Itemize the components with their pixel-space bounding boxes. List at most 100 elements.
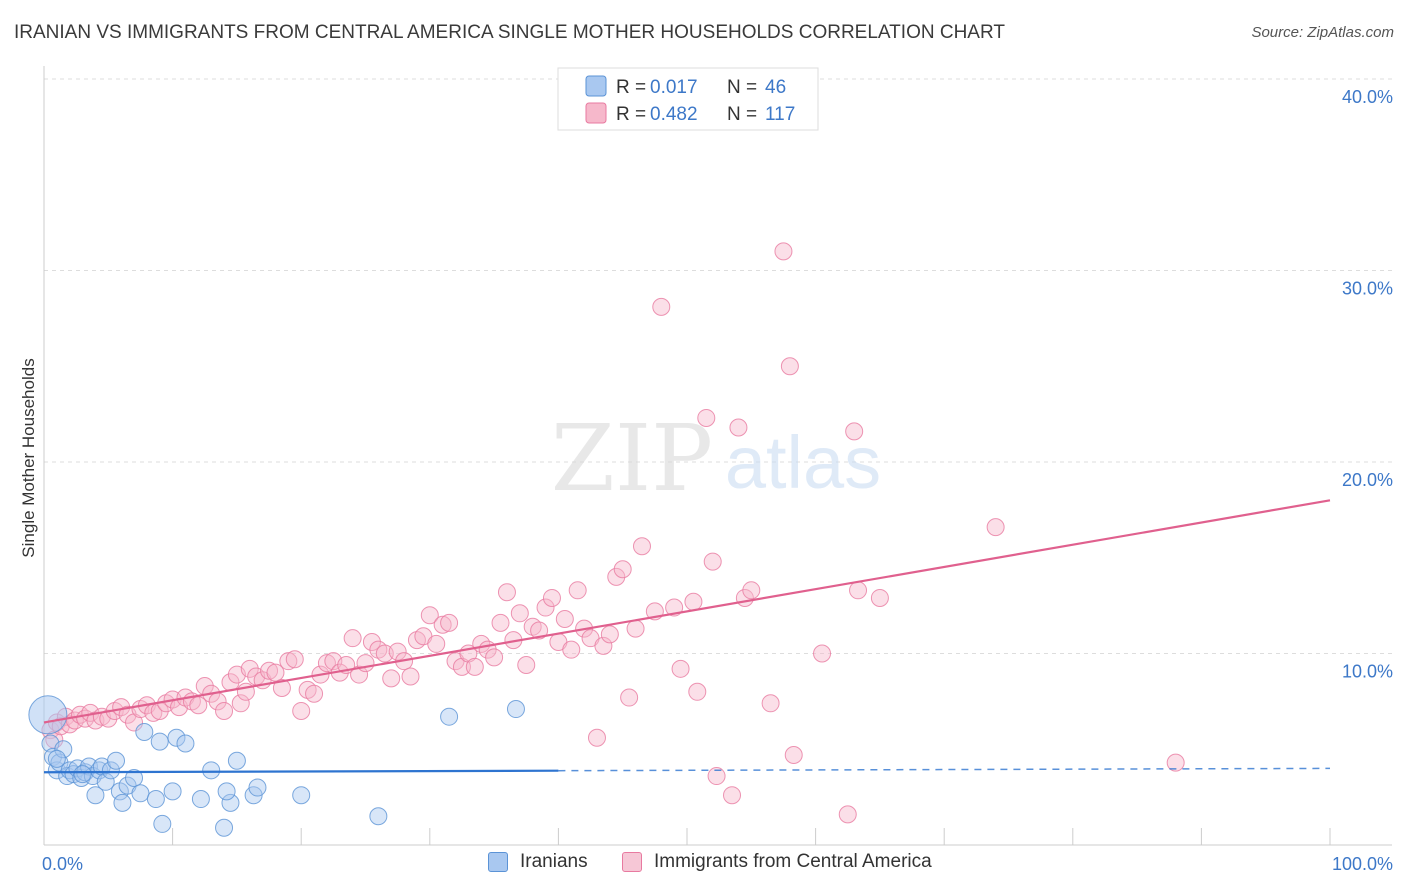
stats-r-label: R = bbox=[616, 104, 646, 125]
iranians-point bbox=[506, 700, 525, 719]
central-america-point bbox=[607, 567, 626, 586]
central-america-point bbox=[433, 615, 452, 634]
watermark-atlas: atlas bbox=[725, 421, 881, 504]
central-america-point bbox=[986, 518, 1005, 537]
iranians-point bbox=[131, 784, 150, 803]
central-america-point bbox=[613, 560, 632, 579]
iranians-point bbox=[217, 782, 236, 801]
y-tick-label: 20.0% bbox=[1342, 470, 1393, 490]
iranians-point bbox=[135, 723, 154, 742]
central-america-point bbox=[784, 745, 803, 764]
y-tick-label: 40.0% bbox=[1342, 87, 1393, 107]
watermark: ZIP atlas bbox=[551, 405, 881, 512]
central-america-point bbox=[517, 655, 536, 674]
iranians-point bbox=[86, 786, 105, 805]
central-america-point bbox=[742, 581, 761, 600]
central-america-point bbox=[620, 688, 639, 707]
grid-lines bbox=[44, 78, 1392, 654]
y-axis-labels: 10.0% 20.0% 30.0% 40.0% bbox=[1342, 87, 1393, 682]
central-america-point bbox=[343, 629, 362, 648]
central-america-point bbox=[774, 242, 793, 261]
y-axis-title: Single Mother Households bbox=[19, 358, 38, 557]
central-america-point bbox=[697, 408, 716, 427]
central-america-point bbox=[1166, 753, 1185, 772]
iranians-point bbox=[215, 818, 234, 837]
central-america-point bbox=[99, 709, 118, 728]
stats-r-value: 0.482 bbox=[650, 104, 698, 125]
iranians-point bbox=[191, 790, 210, 809]
iranians-point bbox=[227, 751, 246, 770]
iranians-point bbox=[202, 761, 221, 780]
x-axis-labels: 0.0% 100.0% bbox=[42, 854, 1393, 874]
central-america-point bbox=[632, 537, 651, 556]
central-america-point bbox=[530, 621, 549, 640]
iranians-point bbox=[167, 728, 186, 747]
stats-r-value: 0.017 bbox=[650, 77, 698, 98]
central-america-point bbox=[568, 581, 587, 600]
central-america-point bbox=[427, 634, 446, 653]
central-america-point bbox=[870, 588, 889, 607]
central-america-point bbox=[382, 669, 401, 688]
central-america-point bbox=[684, 592, 703, 611]
central-america-point bbox=[305, 684, 324, 703]
central-america-point bbox=[401, 667, 420, 686]
iranians-point bbox=[248, 778, 267, 797]
iranians-point bbox=[146, 790, 165, 809]
central-america-point bbox=[542, 588, 561, 607]
central-america-point bbox=[729, 418, 748, 437]
central-america-point bbox=[497, 583, 516, 602]
iranians-trend-line bbox=[43, 769, 559, 774]
central-america-point bbox=[707, 767, 726, 786]
y-tick-label: 10.0% bbox=[1342, 662, 1393, 682]
central-america-point bbox=[260, 661, 279, 680]
central-america-point bbox=[266, 663, 285, 682]
central-america-point bbox=[652, 297, 671, 316]
central-america-point bbox=[562, 640, 581, 659]
iranians-point bbox=[369, 807, 388, 826]
iranians-point bbox=[96, 772, 115, 791]
central-america-point bbox=[485, 648, 504, 667]
central-america-point bbox=[703, 552, 722, 571]
axes bbox=[43, 66, 1392, 846]
central-america-point bbox=[285, 650, 304, 669]
central-america-point bbox=[510, 604, 529, 623]
iranians-point bbox=[163, 782, 182, 801]
central-america-point bbox=[555, 610, 574, 629]
iranians-point bbox=[101, 761, 120, 780]
iranians-point bbox=[54, 740, 73, 759]
trend-lines bbox=[43, 499, 1331, 774]
central-america-point bbox=[491, 613, 510, 632]
central-america-point bbox=[536, 598, 555, 617]
legend-label-central-america: Immigrants from Central America bbox=[654, 851, 932, 872]
central-america-point bbox=[671, 659, 690, 678]
iranians-point bbox=[153, 814, 172, 833]
central-america-point bbox=[292, 701, 311, 720]
stats-n-value: 117 bbox=[765, 104, 795, 125]
series-legend: Iranians Immigrants from Central America bbox=[0, 851, 1406, 879]
central-america-point bbox=[215, 701, 234, 720]
iranians-point bbox=[125, 768, 144, 787]
central-america-point bbox=[849, 581, 868, 600]
legend-swatch-iranians bbox=[488, 852, 508, 872]
x-tick-label: 0.0% bbox=[42, 854, 83, 874]
central-america-point bbox=[813, 644, 832, 663]
central-america-point bbox=[594, 636, 613, 655]
central-america-point bbox=[362, 633, 381, 652]
central-america-point bbox=[240, 659, 259, 678]
central-america-point bbox=[279, 652, 298, 671]
iranians-point bbox=[47, 749, 66, 768]
stats-legend: R = 0.017 N = 46 R = 0.482 N = 117 bbox=[557, 67, 819, 131]
central-america-point bbox=[465, 657, 484, 676]
iranians-point bbox=[107, 751, 126, 770]
central-america-point bbox=[761, 694, 780, 713]
iranians-point bbox=[150, 732, 169, 751]
central-america-point bbox=[600, 625, 619, 644]
iranians-point bbox=[113, 793, 132, 812]
stats-n-value: 46 bbox=[765, 77, 786, 98]
central-america-point bbox=[587, 728, 606, 747]
central-america-trend-line bbox=[43, 499, 1331, 724]
central-america-point bbox=[388, 642, 407, 661]
iranians-point bbox=[73, 765, 92, 784]
stats-legend-swatch bbox=[585, 75, 607, 97]
